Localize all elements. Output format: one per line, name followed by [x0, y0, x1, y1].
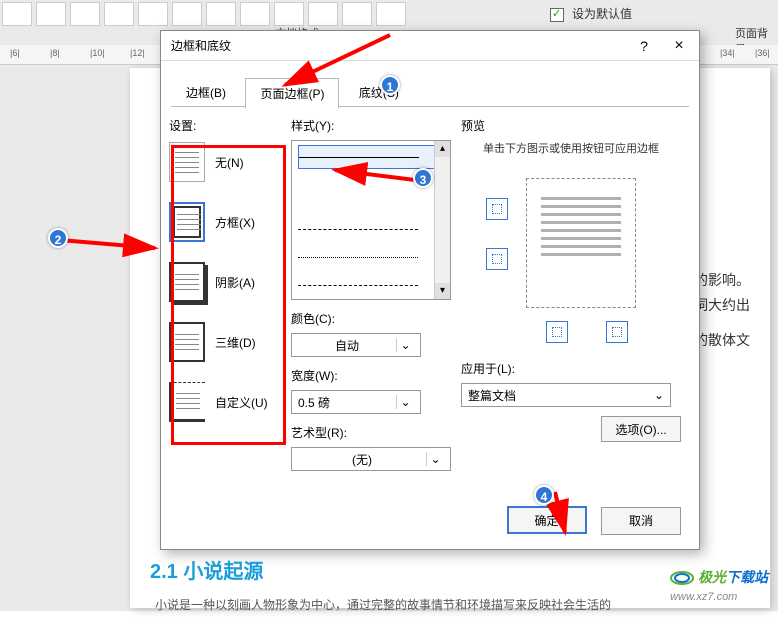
doc-bottom-text: 小说是一种以刻画人物形象为中心，通过完整的故事情节和环境描写来反映社会生活的 [155, 595, 611, 617]
setting-3d[interactable]: 三维(D) [169, 322, 279, 362]
none-icon [169, 142, 205, 182]
setting-shadow-label: 阴影(A) [215, 274, 255, 291]
section-heading: 2.1 小说起源 [150, 555, 263, 584]
threed-icon [169, 322, 205, 362]
annotation-1: 1 [380, 75, 400, 95]
apply-to-combo[interactable]: 整篇文档 ⌄ [461, 383, 671, 407]
settings-label: 设置: [169, 117, 279, 134]
style-scrollbar[interactable]: ▴ ▾ [434, 141, 450, 299]
edge-right-button[interactable] [606, 321, 628, 343]
edge-bottom-button[interactable] [486, 248, 508, 270]
annotation-4: 4 [534, 485, 554, 505]
box-icon [169, 202, 205, 242]
dialog-body: 设置: 无(N) 方框(X) 阴影(A) [161, 107, 699, 487]
edge-left-button[interactable] [546, 321, 568, 343]
dialog-title: 边框和底纹 [171, 39, 231, 53]
options-button[interactable]: 选项(O)... [601, 416, 681, 442]
width-label: 宽度(W): [291, 367, 456, 384]
help-button[interactable]: ? [629, 31, 659, 61]
width-combo[interactable]: 0.5 磅 ⌄ [291, 390, 421, 414]
setting-box[interactable]: 方框(X) [169, 202, 279, 242]
art-label: 艺术型(R): [291, 424, 456, 441]
setting-box-label: 方框(X) [215, 214, 255, 231]
style-listbox[interactable]: ▴ ▾ [291, 140, 451, 300]
cancel-button[interactable]: 取消 [601, 507, 681, 535]
scroll-up-icon[interactable]: ▴ [435, 141, 450, 157]
logo-icon [670, 569, 694, 587]
tab-border[interactable]: 边框(B) [171, 77, 241, 108]
chevron-down-icon: ⌄ [396, 395, 414, 409]
art-value: (无) [352, 451, 372, 468]
logo-text-b: 下载站 [726, 569, 768, 585]
chevron-down-icon: ⌄ [426, 452, 444, 466]
style-label: 样式(Y): [291, 117, 456, 134]
watermark-logo: 极光下载站 www.xz7.com [670, 567, 768, 603]
color-combo[interactable]: 自动 ⌄ [291, 333, 421, 357]
width-value: 0.5 磅 [298, 394, 330, 411]
tab-page-border[interactable]: 页面边框(P) [245, 78, 339, 109]
art-combo[interactable]: (无) ⌄ [291, 447, 451, 471]
setting-3d-label: 三维(D) [215, 334, 256, 351]
dialog-titlebar: 边框和底纹 ? × [161, 31, 699, 61]
preview-label: 预览 [461, 117, 681, 134]
style-dotted[interactable] [298, 245, 444, 269]
apply-to-row: 应用于(L): 整篇文档 ⌄ [461, 360, 681, 407]
preview-column: 预览 单击下方图示或使用按钮可应用边框 应用于(L): 整篇文档 ⌄ 选项(O)… [461, 117, 681, 407]
ok-button[interactable]: 确定 [507, 506, 587, 534]
setting-none-label: 无(N) [215, 154, 244, 171]
tab-bar: 边框(B) 页面边框(P) 底纹(S) [171, 77, 689, 107]
scroll-down-icon[interactable]: ▾ [435, 283, 450, 299]
color-value: 自动 [335, 337, 359, 354]
color-label: 颜色(C): [291, 310, 456, 327]
setting-custom[interactable]: 自定义(U) [169, 382, 279, 422]
setting-custom-label: 自定义(U) [215, 394, 268, 411]
logo-url: www.xz7.com [670, 591, 737, 603]
annotation-3: 3 [413, 168, 433, 188]
style-solid[interactable] [298, 145, 444, 169]
chevron-down-icon: ⌄ [654, 388, 664, 402]
ribbon-thumbnails [0, 0, 500, 30]
style-dashed[interactable] [298, 217, 444, 241]
preview-area [471, 168, 671, 348]
chevron-down-icon: ⌄ [396, 338, 414, 352]
dialog-buttons: 确定 取消 [497, 506, 681, 535]
settings-column: 设置: 无(N) 方框(X) 阴影(A) [169, 117, 279, 442]
annotation-2: 2 [48, 228, 68, 248]
set-default-checkbox[interactable] [550, 8, 564, 22]
edge-top-button[interactable] [486, 198, 508, 220]
style-dashdot[interactable] [298, 273, 444, 297]
apply-to-label: 应用于(L): [461, 360, 681, 377]
preview-hint: 单击下方图示或使用按钮可应用边框 [461, 140, 681, 156]
shadow-icon [169, 262, 205, 302]
logo-text-a: 极光 [698, 569, 726, 585]
set-default-label: 设为默认值 [572, 5, 632, 22]
setting-shadow[interactable]: 阴影(A) [169, 262, 279, 302]
custom-icon [169, 382, 205, 422]
apply-to-value: 整篇文档 [468, 387, 516, 404]
borders-shading-dialog: 边框和底纹 ? × 边框(B) 页面边框(P) 底纹(S) 设置: 无(N) [160, 30, 700, 550]
tab-shading[interactable]: 底纹(S) [344, 77, 414, 108]
preview-page[interactable] [526, 178, 636, 308]
close-button[interactable]: × [664, 31, 694, 61]
setting-none[interactable]: 无(N) [169, 142, 279, 182]
